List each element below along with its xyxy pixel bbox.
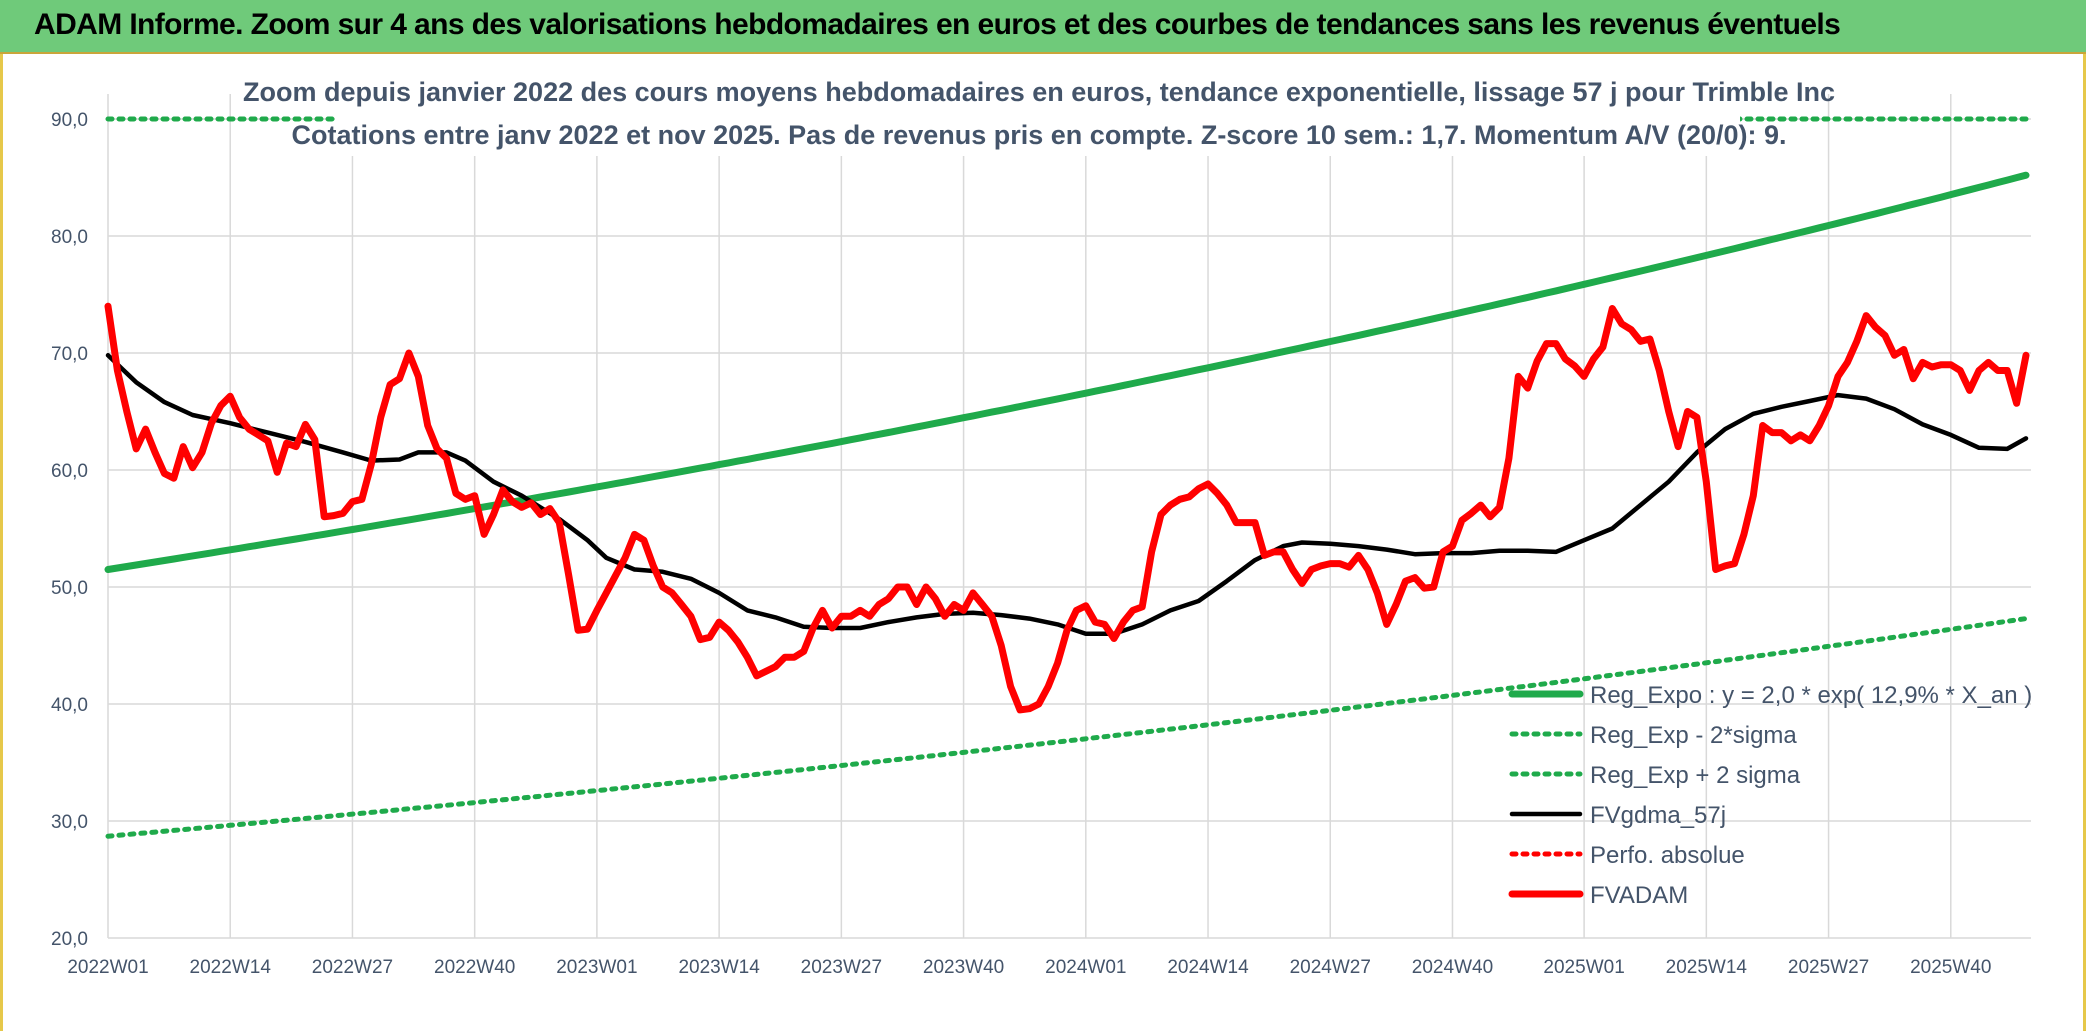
y-axis-ticks: 20,0 30,0 40,0 50,0 60,0 70,0 80,0 90,0 [51,110,88,950]
x-tick-label: 2025W27 [1788,957,1869,978]
legend-label: Reg_Expo : y = 2,0 * exp( 12,9% * X_an ) [1590,682,2032,709]
chart-subtitle: Cotations entre janv 2022 et nov 2025. P… [291,120,1786,150]
title-backdrop [335,62,1740,156]
y-tick-label: 40,0 [51,695,88,716]
chart-frame [0,54,2086,1031]
x-tick-label: 2025W40 [1910,957,1991,978]
series-fvgdma-57j [105,353,2029,637]
y-tick-label: 20,0 [51,929,88,950]
report-title: ADAM Informe. Zoom sur 4 ans des valoris… [34,8,1841,41]
legend-label: FVADAM [1590,882,1688,909]
legend-label: Perfo. absolue [1590,842,1745,869]
x-tick-label: 2023W01 [556,957,637,978]
x-tick-label: 2023W14 [678,957,760,978]
x-tick-label: 2023W40 [923,957,1004,978]
legend-label: Reg_Exp - 2*sigma [1590,722,1797,749]
x-axis-ticks: 2022W01 2022W14 2022W27 2022W40 2023W01 2023W… [67,957,1991,978]
series-reg-expo-y-2-0-exp-12-9-x-an [104,171,2030,573]
y-tick-label: 60,0 [51,461,88,482]
header-banner: ADAM Informe. Zoom sur 4 ans des valoris… [0,0,2086,54]
legend-label: Reg_Exp + 2 sigma [1590,762,1801,789]
chart-title: Zoom depuis janvier 2022 des cours moyen… [243,77,1835,107]
x-tick-label: 2022W27 [312,957,393,978]
x-tick-label: 2022W01 [67,957,148,978]
trend-chart: 20,0 30,0 40,0 50,0 60,0 70,0 80,0 90,0 2022W01… [51,62,2032,978]
x-tick-label: 2024W01 [1045,957,1126,978]
gridlines [107,94,2031,939]
x-tick-label: 2023W27 [801,957,882,978]
y-tick-label: 30,0 [51,812,88,833]
x-tick-label: 2022W14 [190,957,272,978]
x-tick-label: 2024W27 [1290,957,1371,978]
legend-label: FVgdma_57j [1590,802,1726,829]
y-tick-label: 50,0 [51,578,88,599]
series-fvadam [104,302,2030,714]
x-tick-label: 2025W14 [1666,957,1748,978]
y-tick-label: 80,0 [51,227,88,248]
x-tick-label: 2022W40 [434,957,515,978]
legend: Reg_Expo : y = 2,0 * exp( 12,9% * X_an )… [1508,682,2032,909]
x-tick-label: 2024W40 [1412,957,1493,978]
x-tick-label: 2025W01 [1543,957,1624,978]
x-tick-label: 2024W14 [1167,957,1249,978]
y-tick-label: 90,0 [51,110,88,131]
series-reg-exp-2-sigma [105,616,2029,839]
y-tick-label: 70,0 [51,344,88,365]
